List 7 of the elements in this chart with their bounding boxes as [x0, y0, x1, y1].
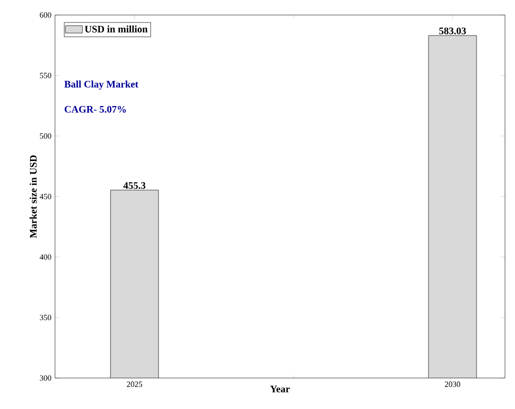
y-axis-title: Market size in USD — [30, 155, 37, 238]
x-axis-title: Year — [270, 386, 290, 392]
data-label: 455.3 — [123, 182, 146, 189]
legend-label: USD in million — [84, 25, 148, 32]
annotation: CAGR- 5.07% — [64, 106, 126, 113]
annotation: Ball Clay Market — [64, 80, 138, 90]
data-label: 583.03 — [439, 28, 466, 34]
